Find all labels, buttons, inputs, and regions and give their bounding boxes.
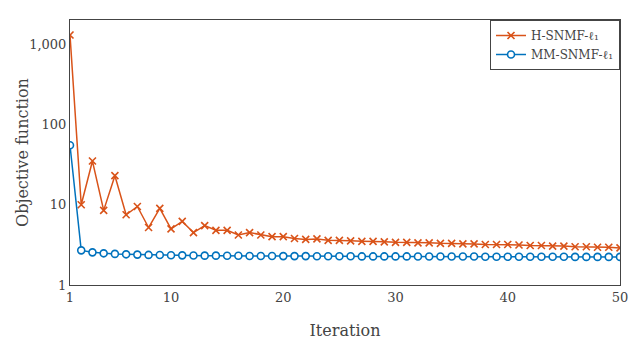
svg-text:50: 50 [612,290,629,305]
svg-text:10: 10 [163,290,180,305]
svg-text:20: 20 [275,290,292,305]
svg-text:40: 40 [499,290,516,305]
svg-text:Objective function: Objective function [13,78,32,227]
svg-text:H-SNMF-ℓ₁: H-SNMF-ℓ₁ [531,29,599,43]
svg-text:100: 100 [42,117,67,132]
svg-text:30: 30 [387,290,404,305]
svg-text:10: 10 [50,197,67,212]
svg-text:MM-SNMF-ℓ₁: MM-SNMF-ℓ₁ [531,48,613,62]
svg-text:1: 1 [66,290,74,305]
svg-text:1: 1 [58,278,66,293]
svg-text:1,000: 1,000 [29,37,66,52]
svg-text:Iteration: Iteration [310,321,381,340]
